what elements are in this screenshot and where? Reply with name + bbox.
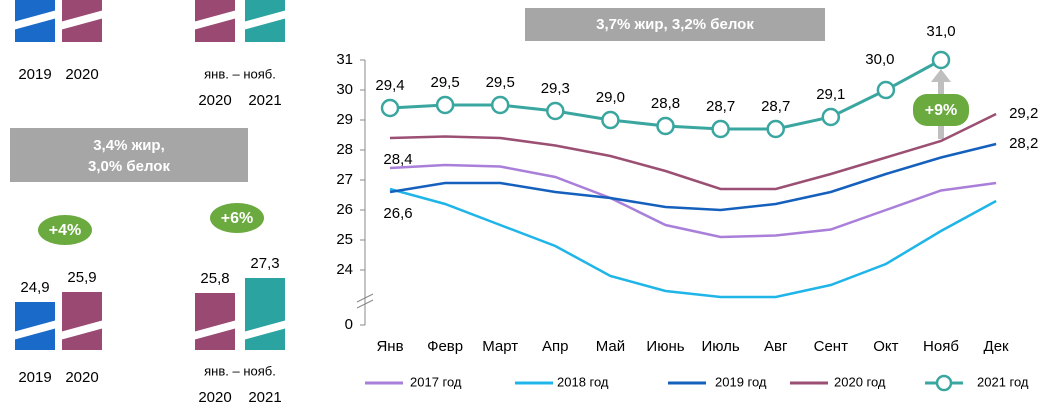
badge-text: +6% — [221, 210, 253, 227]
value-label: 28,8 — [651, 95, 680, 112]
x-tick-label: Июль — [701, 338, 739, 355]
top-label: 2020 — [198, 92, 231, 109]
x-tick-label: 2020 — [65, 369, 98, 386]
arrow-head — [931, 69, 951, 82]
top-label: 2020 — [65, 66, 98, 83]
bar-break — [60, 10, 104, 30]
series-line — [389, 142, 997, 212]
x-tick-label: Янв — [376, 338, 403, 355]
value-label: 28,7 — [706, 98, 735, 115]
marker — [766, 119, 785, 139]
y-tick-label: 0 — [345, 316, 353, 333]
chart-title: 3,7% жир, 3,2% белок — [596, 16, 754, 33]
value-label: 25,9 — [67, 269, 96, 286]
legend-label: 2021 год — [977, 374, 1029, 389]
y-tick-label: 25 — [336, 231, 353, 248]
bar — [62, 292, 102, 350]
marker — [711, 119, 730, 139]
top-bars — [13, 0, 287, 42]
x-tick-label: 2020 — [198, 389, 231, 406]
y-tick-label: 26 — [336, 201, 353, 218]
x-tick-label: Нояб — [923, 338, 959, 355]
value-label: 29,2 — [1009, 105, 1038, 122]
badge-text: +4% — [49, 222, 81, 239]
legend-label: 2017 год — [410, 374, 462, 389]
value-label: 25,8 — [200, 270, 229, 287]
x-tick-label: Март — [482, 338, 518, 355]
box-title: 3,0% белок — [88, 158, 170, 175]
value-label: 29,5 — [430, 74, 459, 91]
legend-label: 2018 год — [557, 374, 609, 389]
y-tick-label: 29 — [336, 111, 353, 128]
value-label: 29,5 — [486, 74, 515, 91]
bar-break — [13, 10, 57, 30]
legend-label: 2020 год — [834, 374, 886, 389]
bar-break — [243, 320, 287, 340]
top-label: 2021 — [248, 92, 281, 109]
bar-break — [60, 320, 104, 340]
marker — [601, 110, 620, 130]
marker — [490, 95, 510, 115]
value-label: 27,3 — [250, 255, 279, 272]
bar-break — [193, 10, 237, 30]
x-tick-label: Сент — [814, 338, 848, 355]
badge — [913, 94, 969, 126]
value-label: 28,2 — [1009, 135, 1038, 152]
x-tick-label: Апр — [542, 338, 568, 355]
value-label: 29,0 — [596, 89, 625, 106]
value-label: 24,9 — [20, 279, 49, 296]
y-tick-label: 30 — [336, 81, 353, 98]
legend-marker — [935, 374, 953, 392]
badge-text: +9% — [925, 102, 957, 119]
series-line — [389, 163, 997, 239]
badge — [38, 215, 92, 245]
bar-break — [243, 10, 287, 30]
marker — [931, 50, 951, 70]
bar-break — [193, 320, 237, 340]
value-label: 31,0 — [926, 23, 955, 40]
series-line — [389, 187, 997, 299]
marker — [876, 80, 896, 100]
value-label: 26,6 — [383, 205, 412, 222]
y-tick-label: 27 — [336, 171, 353, 188]
x-tick-label: Авг — [764, 338, 788, 355]
marker — [821, 107, 841, 127]
value-label: 29,3 — [541, 80, 570, 97]
value-label: 28,7 — [761, 98, 790, 115]
bar — [245, 278, 285, 350]
series-line — [389, 112, 997, 191]
value-label: 30,0 — [865, 51, 894, 68]
y-tick-label: 28 — [336, 141, 353, 158]
x-tick-label: 2019 — [18, 369, 51, 386]
title-box — [10, 128, 248, 182]
marker — [656, 116, 675, 136]
legend-label: 2019 год — [715, 374, 767, 389]
x-tick-label: 2021 — [248, 389, 281, 406]
axis-break — [356, 299, 374, 309]
group-label: янв. – нояб. — [204, 363, 276, 378]
x-tick-label: Дек — [984, 338, 1010, 355]
x-tick-label: Окт — [873, 338, 898, 355]
top-group-label: янв. – нояб. — [204, 66, 276, 81]
top-label: 2019 — [18, 66, 51, 83]
marker — [546, 101, 565, 121]
y-tick-label: 24 — [336, 261, 353, 278]
value-label: 28,4 — [383, 151, 412, 168]
marker — [435, 95, 455, 115]
value-label: 29,4 — [375, 77, 404, 94]
badge — [210, 203, 264, 233]
bar — [195, 293, 235, 350]
y-tick-label: 31 — [336, 51, 353, 68]
title-box — [525, 8, 825, 41]
marker — [380, 98, 400, 118]
box-title: 3,4% жир, — [93, 137, 165, 154]
x-tick-label: Май — [596, 338, 625, 355]
value-label: 29,1 — [816, 86, 845, 103]
x-tick-label: Февр — [427, 338, 463, 355]
bar-break — [13, 320, 57, 340]
x-tick-label: Июнь — [646, 338, 684, 355]
axis-break — [356, 293, 374, 303]
